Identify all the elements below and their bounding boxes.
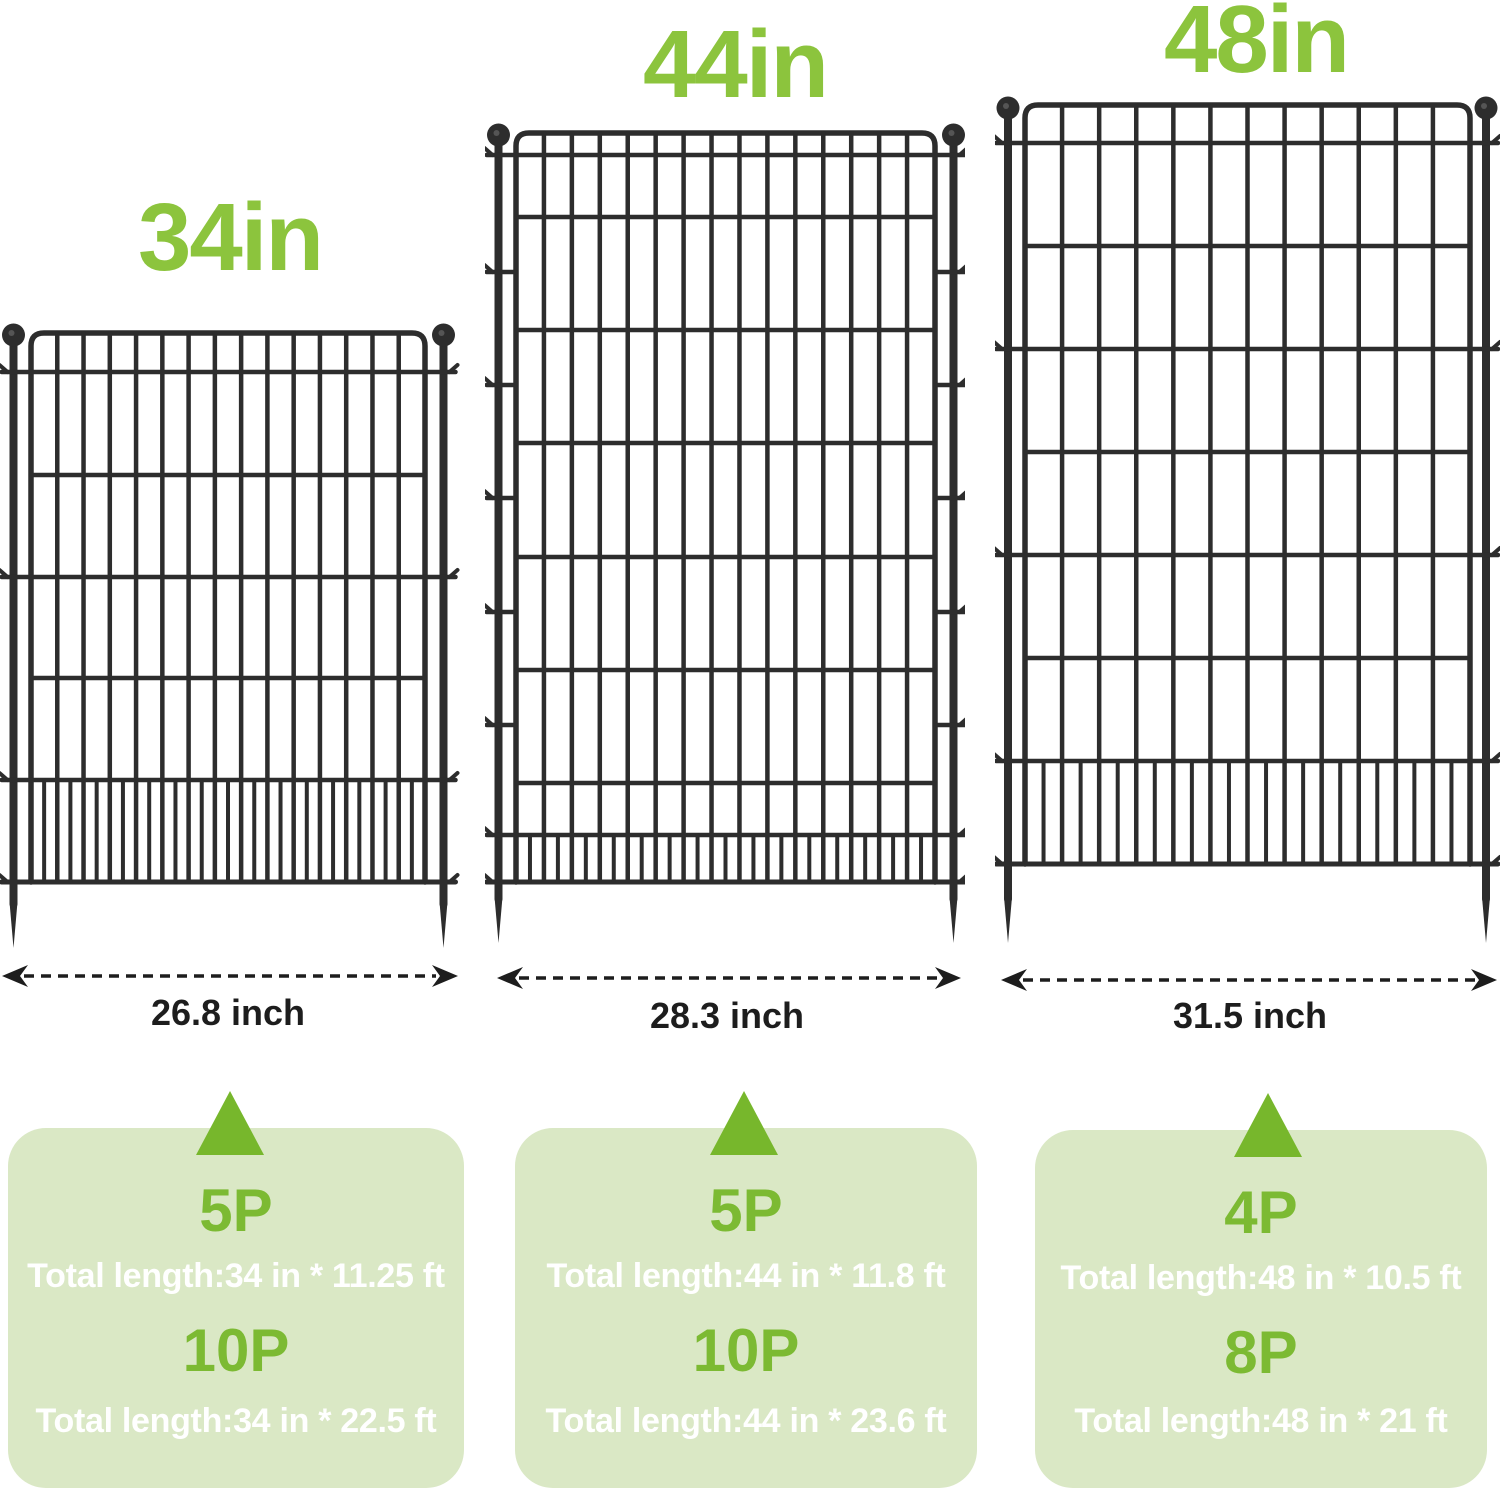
size-title-48in: 48in [1163, 0, 1350, 93]
width-arrow-44in [497, 967, 961, 989]
pack-qty: 8P [1224, 1319, 1298, 1386]
width-label-44in: 28.3 inch [649, 995, 805, 1036]
width-label-48in: 31.5 inch [1172, 995, 1328, 1036]
pack-qty: 5P [199, 1177, 273, 1244]
pack-total: Total length:34 in * 22.5 ft [35, 1402, 437, 1440]
size-title-44in: 44in [642, 11, 829, 118]
pack-info-box-44in: 5P Total length:44 in * 11.8 ft 10P Tota… [515, 1128, 977, 1488]
width-arrow-34in [2, 965, 458, 987]
pack-total: Total length:48 in * 21 ft [1074, 1402, 1448, 1440]
pack-qty: 10P [182, 1317, 290, 1384]
pack-qty: 5P [709, 1177, 783, 1244]
pack-qty: 10P [692, 1317, 800, 1384]
size-title-34in: 34in [137, 184, 324, 291]
fence-34in-illustration [0, 323, 460, 948]
pack-total: Total length:34 in * 11.25 ft [27, 1257, 445, 1295]
fence-44in-illustration [485, 123, 965, 943]
width-label-34in: 26.8 inch [150, 992, 306, 1033]
up-triangle-icon [196, 1091, 264, 1155]
fence-48in-illustration [995, 96, 1500, 943]
pack-total: Total length:44 in * 23.6 ft [545, 1402, 947, 1440]
width-arrow-48in [1001, 969, 1497, 991]
pack-total: Total length:44 in * 11.8 ft [546, 1257, 946, 1295]
pack-total: Total length:48 in * 10.5 ft [1060, 1259, 1462, 1297]
up-triangle-icon [1234, 1093, 1302, 1157]
pack-info-box-48in: 4P Total length:48 in * 10.5 ft 8P Total… [1035, 1130, 1487, 1488]
pack-info-box-34in: 5P Total length:34 in * 11.25 ft 10P Tot… [8, 1128, 464, 1488]
up-triangle-icon [710, 1091, 778, 1155]
pack-qty: 4P [1224, 1179, 1298, 1246]
